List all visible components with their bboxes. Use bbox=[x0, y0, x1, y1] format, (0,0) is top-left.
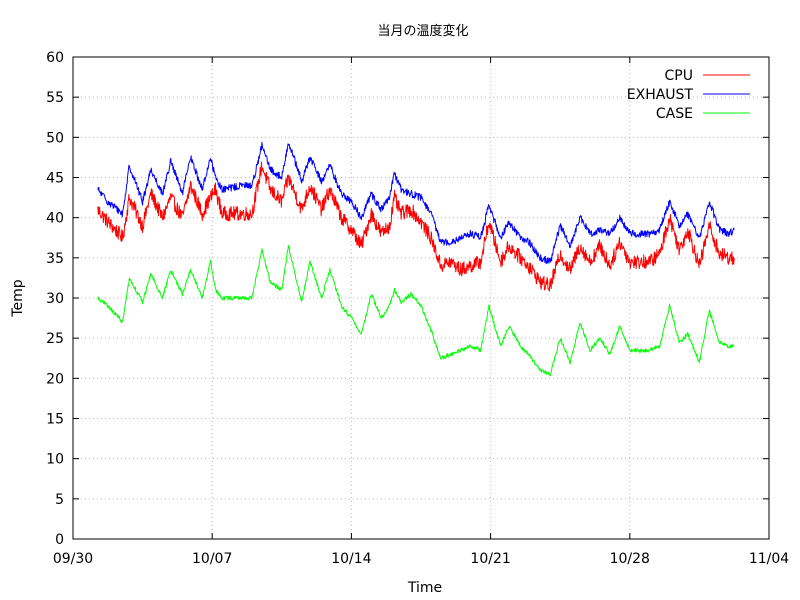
axes: 0 5 10 15 20 25 30 35 40 45 50 55 60 09/30 10/07 10/14 1… bbox=[46, 50, 789, 567]
x-tick-label: 10/14 bbox=[331, 551, 371, 567]
series-layer bbox=[97, 141, 735, 377]
y-tick-label: 0 bbox=[55, 532, 64, 548]
grid bbox=[73, 57, 769, 539]
y-tick-label: 5 bbox=[55, 492, 64, 508]
x-tick-label: 10/21 bbox=[470, 551, 510, 567]
y-tick-label: 50 bbox=[46, 130, 64, 146]
y-tick-label: 25 bbox=[46, 331, 64, 347]
y-tick-label: 15 bbox=[46, 412, 64, 428]
chart-title: 当月の温度変化 bbox=[377, 23, 468, 39]
y-tick-label: 55 bbox=[46, 90, 64, 106]
x-tick-label: 10/28 bbox=[610, 551, 650, 567]
series-line-cpu bbox=[97, 161, 735, 292]
x-tick-label: 11/04 bbox=[749, 551, 789, 567]
y-tick-label: 40 bbox=[46, 211, 64, 227]
x-tick-label: 09/30 bbox=[53, 551, 93, 567]
y-tick-label: 60 bbox=[46, 50, 64, 66]
legend-label-case: CASE bbox=[656, 106, 693, 122]
y-axis-label: Temp bbox=[10, 279, 26, 317]
series-line-case bbox=[97, 245, 735, 377]
legend-label-cpu: CPU bbox=[665, 68, 693, 84]
x-tick-label: 10/07 bbox=[192, 551, 232, 567]
y-tick-label: 30 bbox=[46, 291, 64, 307]
x-axis-label: Time bbox=[407, 580, 442, 596]
y-tick-label: 10 bbox=[46, 452, 64, 468]
y-tick-label: 35 bbox=[46, 251, 64, 267]
series-line-exhaust bbox=[97, 141, 735, 265]
legend: CPU EXHAUST CASE bbox=[627, 68, 750, 122]
y-tick-label: 45 bbox=[46, 171, 64, 187]
y-tick-label: 20 bbox=[46, 371, 64, 387]
legend-label-exhaust: EXHAUST bbox=[627, 87, 694, 103]
